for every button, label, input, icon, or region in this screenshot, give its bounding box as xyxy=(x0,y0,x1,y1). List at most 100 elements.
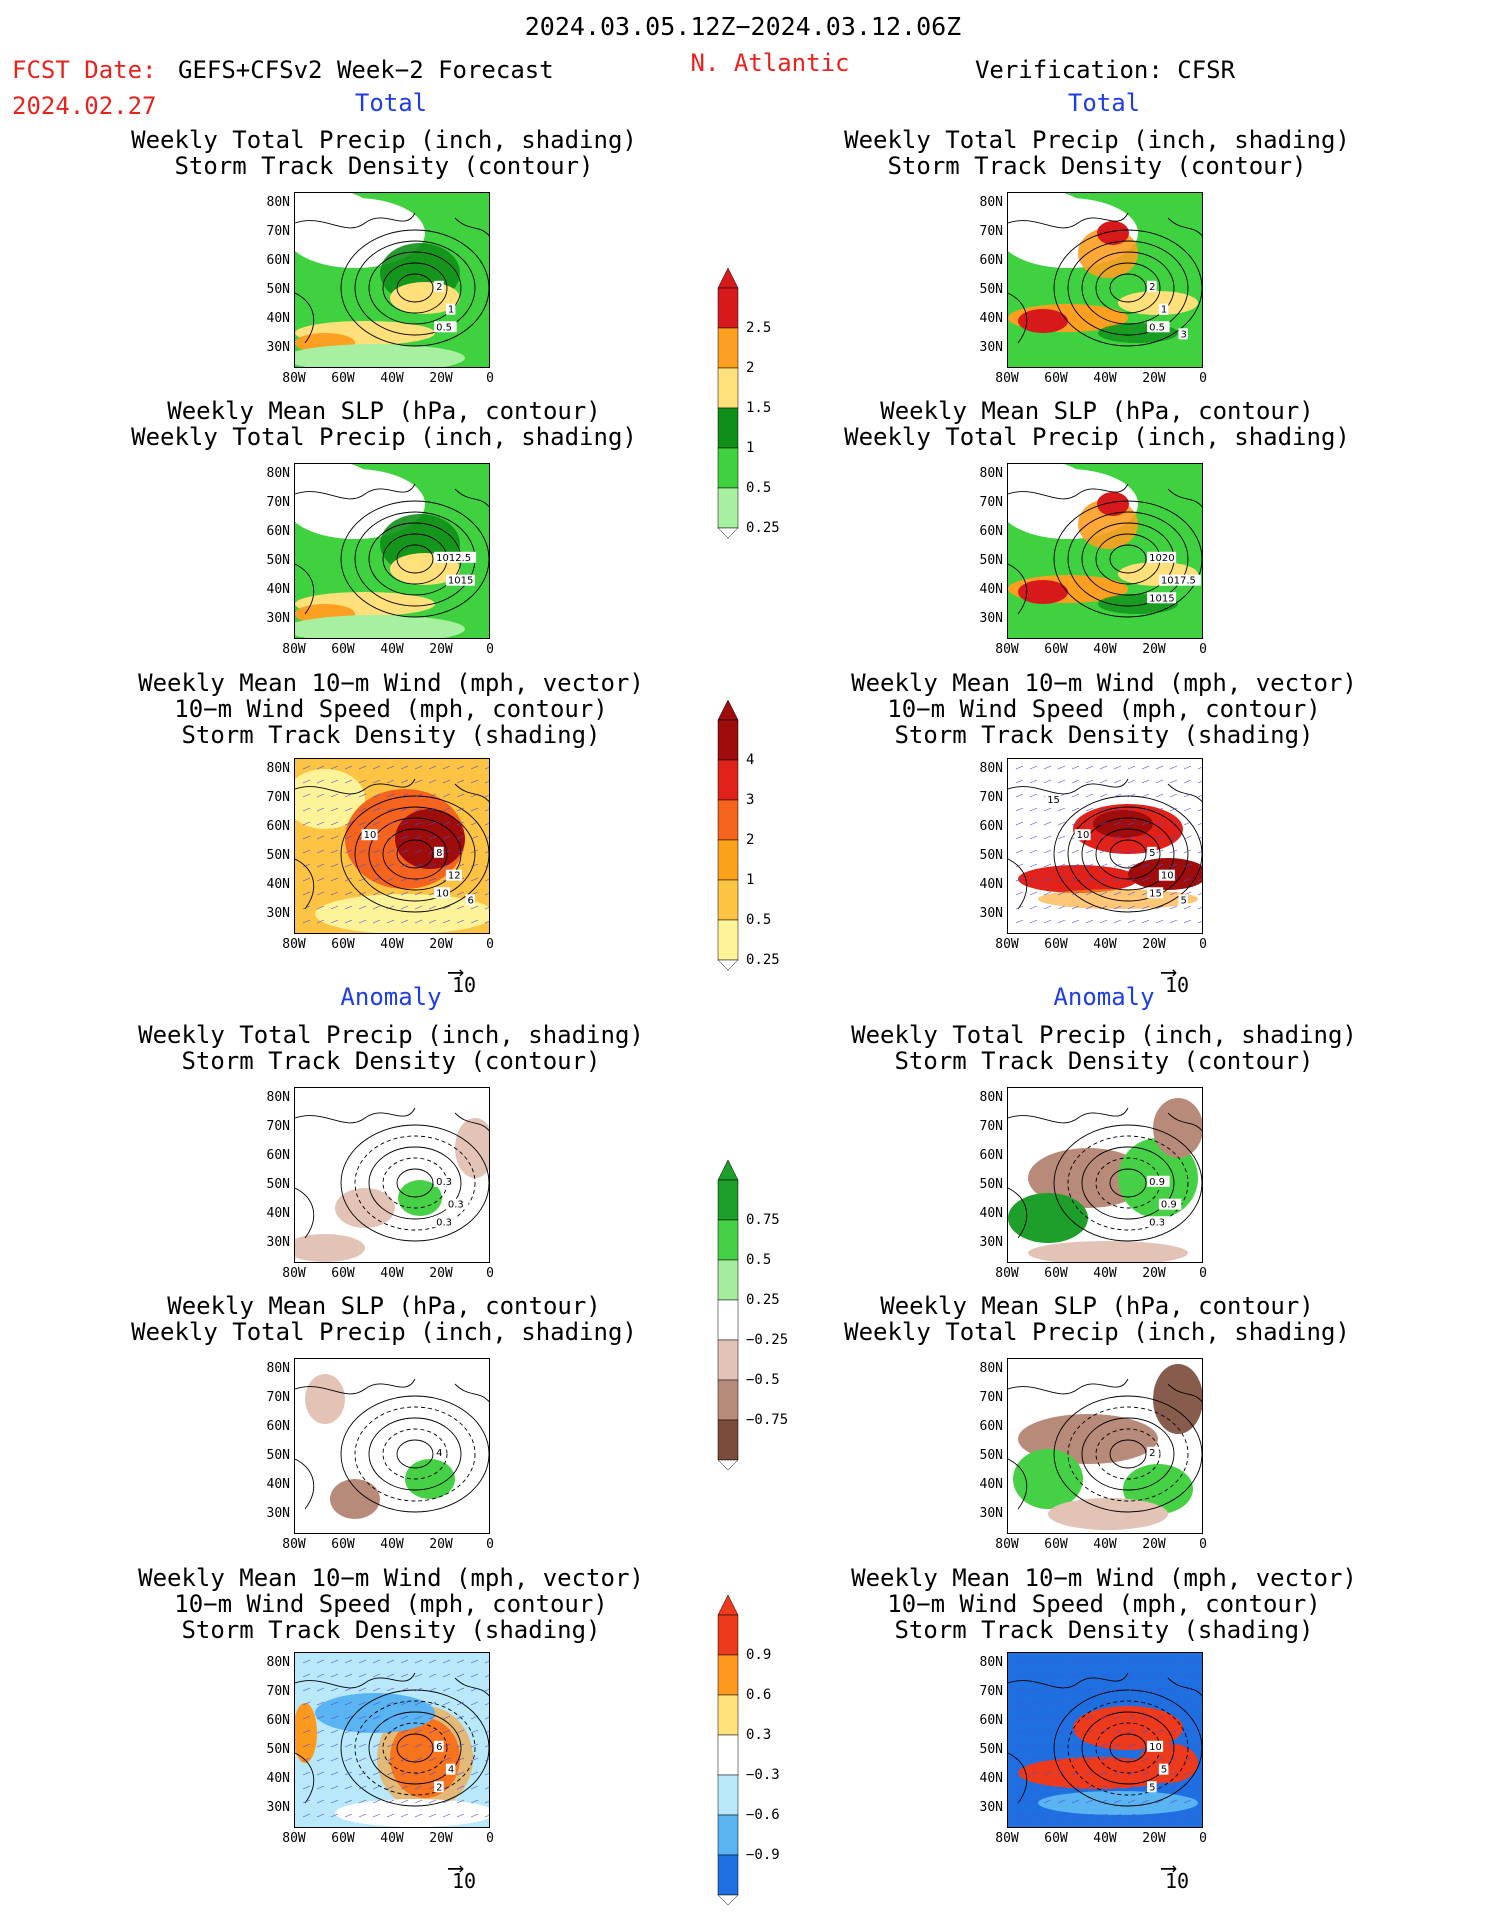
vector-ref-R6: ⟶ xyxy=(1162,1856,1176,1881)
panel-title-L2: Weekly Mean SLP (hPa, contour) Weekly To… xyxy=(131,397,637,451)
panel-title-R1: Weekly Total Precip (inch, shading) Stor… xyxy=(844,126,1350,180)
lon-tick-label: 40W xyxy=(1093,1266,1117,1281)
lat-tick-label: 30N xyxy=(266,1506,290,1521)
fcst-date-label: FCST Date: xyxy=(12,56,157,84)
lat-tick-label: 50N xyxy=(266,553,290,568)
lat-tick-label: 60N xyxy=(979,1419,1003,1434)
lat-tick-label: 60N xyxy=(266,1419,290,1434)
contour-label: 3 xyxy=(1180,329,1186,340)
lon-tick-label: 0 xyxy=(1199,1266,1207,1281)
colorbar-storm_anom xyxy=(717,1594,739,1906)
lat-tick-label: 30N xyxy=(266,1235,290,1250)
contour-label: 0.3 xyxy=(436,1177,452,1188)
lon-tick-label: 60W xyxy=(331,1831,355,1846)
lon-tick-label: 40W xyxy=(380,371,404,386)
lon-tick-label: 20W xyxy=(429,371,453,386)
contour-label: 2 xyxy=(436,1782,442,1793)
lon-tick-label: 0 xyxy=(1199,937,1207,952)
lat-tick-label: 40N xyxy=(266,1477,290,1492)
contour-label: 10 xyxy=(1161,871,1174,882)
panel-title-L5: Weekly Mean SLP (hPa, contour) Weekly To… xyxy=(131,1292,637,1346)
contour-label: 0.5 xyxy=(1149,322,1165,333)
lat-tick-label: 80N xyxy=(979,195,1003,210)
lon-tick-label: 20W xyxy=(429,642,453,657)
colorbar-label: 0.25 xyxy=(746,1292,780,1308)
colorbar-label: 0.25 xyxy=(746,952,780,968)
lon-tick-label: 0 xyxy=(486,371,494,386)
lat-tick-label: 80N xyxy=(266,761,290,776)
colorbar-swatch xyxy=(717,1339,739,1381)
vector-ref-label-R6: 10 xyxy=(1165,1869,1190,1893)
lon-tick-label: 80W xyxy=(995,1537,1019,1552)
colorbar-label: 2.5 xyxy=(746,320,772,336)
colorbar-swatch xyxy=(717,799,739,841)
lon-tick-label: 40W xyxy=(1093,642,1117,657)
contour-label: 1017.5 xyxy=(1161,576,1196,587)
lon-tick-label: 60W xyxy=(1044,1537,1068,1552)
map-panel-R5: 2 xyxy=(1007,1358,1203,1534)
lat-tick-label: 60N xyxy=(266,253,290,268)
lon-tick-label: 60W xyxy=(331,1266,355,1281)
lon-tick-label: 80W xyxy=(282,1266,306,1281)
colorbar-swatch xyxy=(717,1379,739,1421)
model-label: GEFS+CFSv2 Week−2 Forecast xyxy=(178,56,554,84)
map-panel-L4: 0.3 0.3 0.3 xyxy=(294,1087,490,1263)
lon-tick-label: 0 xyxy=(1199,1537,1207,1552)
map-panel-L3: 8 12 10 6 10 xyxy=(294,758,490,934)
colorbar-label: 2 xyxy=(746,360,755,376)
colorbar-label: 2 xyxy=(746,832,755,848)
panel-title-L4: Weekly Total Precip (inch, shading) Stor… xyxy=(138,1021,644,1075)
lon-tick-label: 40W xyxy=(380,1537,404,1552)
contour-label: 5 xyxy=(1149,848,1155,859)
lat-tick-label: 30N xyxy=(979,1235,1003,1250)
date-range-title: 2024.03.05.12Z−2024.03.12.06Z xyxy=(524,12,962,41)
colorbar-swatch xyxy=(717,1419,739,1461)
colorbar-swatch xyxy=(717,1654,739,1696)
colorbar-swatch xyxy=(717,1219,739,1261)
colorbar-swatch xyxy=(717,759,739,801)
lon-tick-label: 80W xyxy=(282,1537,306,1552)
section-anomaly-right: Anomaly xyxy=(1053,983,1155,1011)
panel-title-R3: Weekly Mean 10−m Wind (mph, vector) 10−m… xyxy=(851,669,1357,749)
contour-label: 1 xyxy=(1161,305,1167,316)
colorbar-storm_total xyxy=(717,699,739,971)
lat-tick-label: 70N xyxy=(266,1684,290,1699)
lon-tick-label: 80W xyxy=(995,371,1019,386)
lat-tick-label: 30N xyxy=(979,1800,1003,1815)
section-total-left: Total xyxy=(354,89,428,117)
colorbar-swatch xyxy=(717,367,739,409)
lat-tick-label: 50N xyxy=(266,1177,290,1192)
lon-tick-label: 80W xyxy=(282,371,306,386)
lon-tick-label: 40W xyxy=(380,1831,404,1846)
lat-tick-label: 70N xyxy=(266,1390,290,1405)
colorbar-precip_total xyxy=(717,267,739,539)
contour-label: 0.9 xyxy=(1161,1200,1177,1211)
lat-tick-label: 30N xyxy=(979,1506,1003,1521)
contour-label: 4 xyxy=(436,1448,442,1459)
colorbar-swatch xyxy=(717,719,739,761)
lon-tick-label: 20W xyxy=(429,1831,453,1846)
lon-tick-label: 0 xyxy=(486,642,494,657)
lat-tick-label: 70N xyxy=(979,1684,1003,1699)
colorbar-label: 1 xyxy=(746,440,755,456)
lat-tick-label: 60N xyxy=(979,819,1003,834)
colorbar-swatch xyxy=(717,487,739,529)
colorbar-label: 0.5 xyxy=(746,912,772,928)
lat-tick-label: 40N xyxy=(979,582,1003,597)
lon-tick-label: 60W xyxy=(1044,1266,1068,1281)
lon-tick-label: 20W xyxy=(1142,937,1166,952)
lat-tick-label: 70N xyxy=(979,224,1003,239)
colorbar-swatch xyxy=(717,287,739,329)
colorbar-swatch xyxy=(717,879,739,921)
lon-tick-label: 20W xyxy=(1142,1537,1166,1552)
colorbar-swatch xyxy=(717,1734,739,1776)
colorbar-label: −0.6 xyxy=(746,1807,780,1823)
colorbar-swatch xyxy=(717,919,739,961)
contour-label: 0.3 xyxy=(436,1217,452,1228)
colorbar-label: 4 xyxy=(746,752,755,768)
contour-label: 10 xyxy=(364,830,377,841)
vector-ref-label-L3: 10 xyxy=(452,973,477,997)
contour-label: 4 xyxy=(448,1765,454,1776)
lat-tick-label: 60N xyxy=(266,524,290,539)
